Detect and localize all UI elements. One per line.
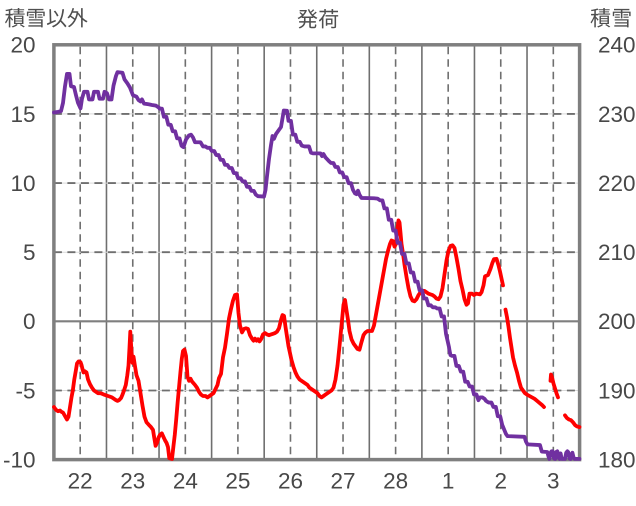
svg-text:-5: -5 bbox=[15, 378, 35, 403]
svg-text:-10: -10 bbox=[3, 448, 36, 473]
svg-text:180: 180 bbox=[598, 448, 636, 473]
svg-text:190: 190 bbox=[598, 378, 636, 403]
svg-text:230: 230 bbox=[598, 102, 636, 127]
svg-text:15: 15 bbox=[10, 102, 35, 127]
svg-text:240: 240 bbox=[598, 33, 636, 58]
svg-text:3: 3 bbox=[547, 468, 560, 493]
svg-text:24: 24 bbox=[173, 468, 198, 493]
svg-text:2: 2 bbox=[494, 468, 507, 493]
svg-text:26: 26 bbox=[278, 468, 303, 493]
svg-text:210: 210 bbox=[598, 240, 636, 265]
svg-text:10: 10 bbox=[10, 171, 35, 196]
svg-text:20: 20 bbox=[10, 33, 35, 58]
svg-text:220: 220 bbox=[598, 171, 636, 196]
svg-text:0: 0 bbox=[23, 309, 36, 334]
svg-text:1: 1 bbox=[442, 468, 455, 493]
svg-text:200: 200 bbox=[598, 309, 636, 334]
svg-text:25: 25 bbox=[225, 468, 250, 493]
svg-text:5: 5 bbox=[23, 240, 36, 265]
svg-text:22: 22 bbox=[68, 468, 93, 493]
svg-text:23: 23 bbox=[120, 468, 145, 493]
svg-text:27: 27 bbox=[331, 468, 356, 493]
svg-text:28: 28 bbox=[383, 468, 408, 493]
